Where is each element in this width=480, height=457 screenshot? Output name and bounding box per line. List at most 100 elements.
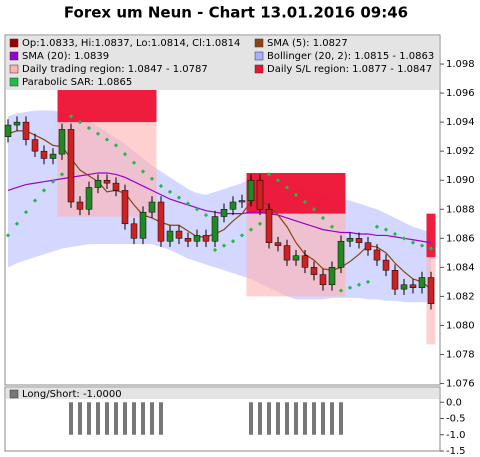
sar-dot <box>311 207 317 212</box>
candle-body <box>40 150 48 159</box>
y-tick-label: -0.5 <box>446 414 466 425</box>
bar <box>114 402 118 435</box>
y-tick-label: 1.088 <box>446 204 475 215</box>
sar-dot <box>176 195 182 200</box>
sma20-line <box>7 172 432 244</box>
sar-dot <box>347 285 353 290</box>
trading-region <box>309 213 319 297</box>
sar-dot <box>149 176 155 181</box>
sar-dot <box>113 143 119 148</box>
sl-region <box>264 172 274 214</box>
legend-label: Parabolic SAR: 1.0865 <box>22 77 132 88</box>
sar-dot <box>167 189 173 194</box>
bar <box>69 402 73 435</box>
bar <box>339 402 343 435</box>
sl-region <box>327 172 337 214</box>
trading-region <box>255 213 265 297</box>
bar <box>285 402 289 435</box>
y-tick-label: -1.0 <box>446 430 466 441</box>
candle-body <box>265 209 273 243</box>
legend-label: SMA (5): 1.0827 <box>267 38 348 49</box>
sar-dot <box>50 179 56 184</box>
candle-body <box>175 230 183 239</box>
sl-region <box>102 78 112 123</box>
sar-dot <box>95 131 101 136</box>
sl-region <box>129 78 139 123</box>
legend-swatch <box>9 389 19 399</box>
sar-dot <box>203 212 209 218</box>
sl-region <box>336 172 346 214</box>
trading-region <box>138 122 148 217</box>
y-tick-label: 1.096 <box>446 88 475 99</box>
candle-body <box>274 242 282 246</box>
bar <box>249 402 253 435</box>
sl-region <box>282 172 292 214</box>
sl-region <box>57 78 67 123</box>
candle-body <box>4 124 12 137</box>
sar-dot <box>392 231 398 237</box>
sl-region <box>66 78 76 123</box>
candle-body <box>166 230 174 242</box>
sar-dot <box>86 125 92 131</box>
bar <box>87 402 91 435</box>
sar-dot <box>212 247 218 253</box>
sar-dot <box>122 151 128 157</box>
sl-region <box>273 172 283 214</box>
candle-body <box>148 201 156 213</box>
sar-dot <box>266 172 272 177</box>
trading-region <box>273 213 283 297</box>
y-tick-label: 1.078 <box>446 350 475 361</box>
trading-region <box>318 213 328 297</box>
bar <box>159 402 163 435</box>
bar <box>105 402 109 435</box>
sar-dot <box>239 233 245 238</box>
candle-body <box>364 242 372 251</box>
legend-swatch <box>9 77 19 87</box>
sar-dot <box>140 169 146 174</box>
candle-body <box>202 235 210 242</box>
y-tick-label: 1.090 <box>446 175 475 186</box>
sl-region <box>138 78 148 123</box>
sar-dot <box>365 279 371 285</box>
sar-dot <box>248 227 254 232</box>
candle-body <box>229 201 237 210</box>
trading-region <box>327 213 337 297</box>
legend-label: Daily trading region: 1.0847 - 1.0787 <box>22 64 208 75</box>
trading-region <box>120 122 130 217</box>
candle-body <box>94 179 102 188</box>
legend-layer: Op:1.0833, Hi:1.0837, Lo:1.0814, Cl:1.08… <box>9 38 434 400</box>
y-tick-label: 0.0 <box>446 397 462 408</box>
candle-body <box>139 211 147 239</box>
legend-swatch <box>254 51 264 61</box>
legend-label: Long/Short: -1.0000 <box>22 389 122 400</box>
bar <box>78 402 82 435</box>
candle-body <box>391 270 399 290</box>
candle-body <box>382 259 390 271</box>
sar-dot <box>320 215 326 221</box>
candle-body <box>256 179 264 210</box>
legend-swatch <box>9 64 19 74</box>
candle-body <box>427 277 435 304</box>
trading-region <box>111 122 121 217</box>
bar <box>330 402 334 435</box>
sar-dot <box>383 227 389 232</box>
sl-region <box>300 172 310 214</box>
legend-label: SMA (20): 1.0839 <box>22 51 109 62</box>
bar <box>276 402 280 435</box>
sl-region <box>120 78 130 123</box>
bar <box>123 402 127 435</box>
sl-region <box>93 78 103 123</box>
legend-label: Bollinger (20, 2): 1.0815 - 1.0863 <box>267 51 434 62</box>
sl-region <box>309 172 319 214</box>
bar <box>132 402 136 435</box>
legend-label: Daily S/L region: 1.0877 - 1.0847 <box>267 64 432 75</box>
candle-body <box>301 255 309 268</box>
sar-dot <box>293 192 299 197</box>
y-tick-label: 1.084 <box>446 262 475 273</box>
candle-body <box>67 129 75 203</box>
trading-region <box>57 122 67 217</box>
sar-dot <box>104 137 110 142</box>
sar-dot <box>14 221 20 226</box>
legend-box <box>6 36 439 90</box>
sar-dot <box>194 207 200 212</box>
